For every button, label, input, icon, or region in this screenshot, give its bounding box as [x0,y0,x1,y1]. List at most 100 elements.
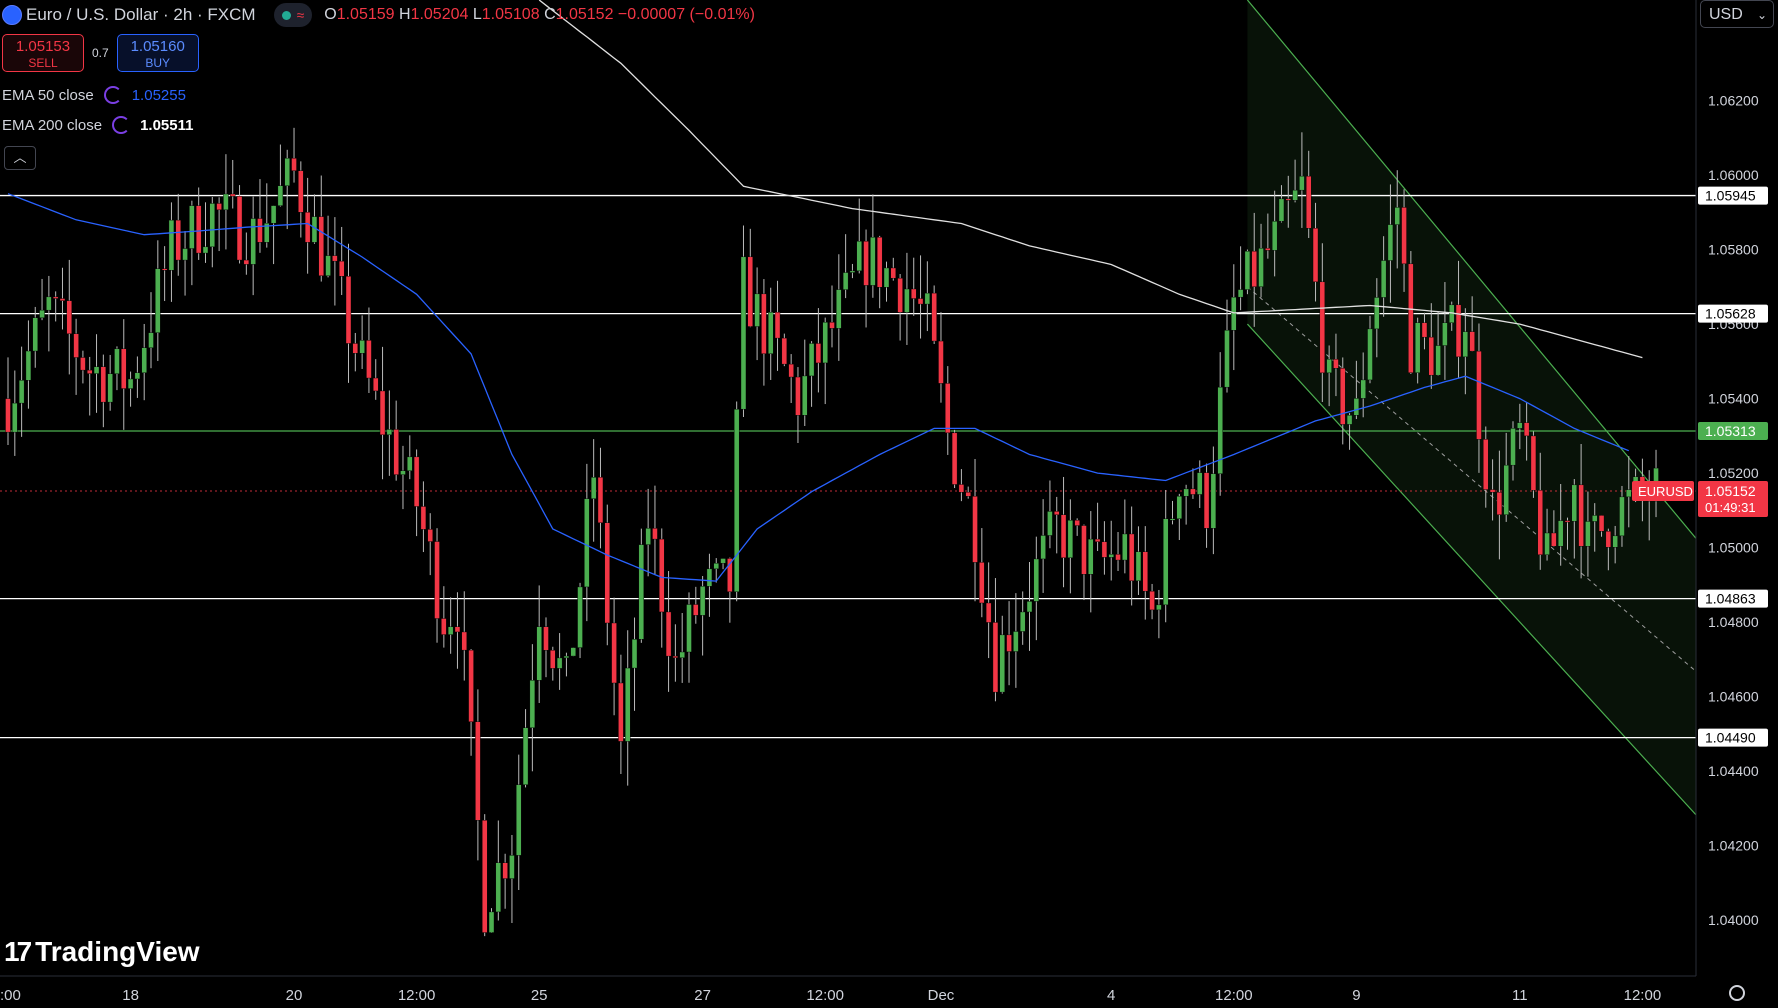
candle [291,127,297,183]
candle-body [325,255,331,276]
candle-body [257,218,263,243]
candle [924,261,931,332]
candle [121,319,127,430]
symbol-title[interactable]: Euro / U.S. Dollar · 2h · FXCM [26,5,256,24]
candle-body [781,337,788,365]
level-price-tag [1698,304,1768,323]
candle-body [931,292,937,342]
candle [1088,511,1094,613]
candle [52,291,59,322]
candle [713,558,719,583]
candle [373,359,379,400]
buy-button[interactable]: 1.05160 BUY [116,34,199,72]
candle-body [359,340,365,354]
channel-lower-line [1246,323,1705,824]
candle-body [1101,541,1108,558]
candle [1108,520,1114,581]
candle-body [768,312,774,354]
time-tick-label: 12:00 [398,987,436,1004]
candle-body [618,682,624,742]
candle [842,234,849,299]
candle-body [1060,514,1067,558]
candle-body [1019,611,1026,632]
price-tick-label: 1.06000 [1708,167,1759,183]
candle [1435,311,1441,376]
tradingview-mark-icon: 17 [4,936,32,967]
tradingview-logo[interactable]: 17 TradingView [4,936,200,967]
candle [1019,591,1026,645]
currency-selector[interactable]: USD ⌄ [1700,0,1774,28]
candle-body [1088,538,1094,575]
candle-body [12,402,18,433]
candle [563,652,570,677]
candle [250,196,256,296]
candle-body [815,343,822,364]
candle-body [951,432,958,485]
candle-body [270,205,277,224]
candle [223,154,229,250]
candle-body [665,611,672,657]
candle [754,267,760,361]
candle [352,332,359,372]
candle-body [1176,496,1183,519]
candle [686,592,692,683]
market-status-pill[interactable]: ≈ [273,3,313,27]
candle-body [114,348,120,374]
candle-body [842,272,849,290]
candle [1503,432,1509,522]
candle-body [161,268,168,271]
candle [1380,236,1387,317]
candle [699,575,706,656]
ema50-legend[interactable]: EMA 50 close 1.05255 [2,86,186,104]
candle [1489,459,1496,521]
candle-body [863,241,869,286]
candle-body [1578,484,1584,547]
candle-body [1374,297,1380,330]
candle-body [563,655,570,659]
candle-body [1510,428,1516,466]
candle [1428,303,1434,389]
candle [972,458,978,602]
candle-body [761,293,767,354]
candle [625,630,631,786]
candle-body [168,219,175,271]
settings-gear-icon[interactable] [1729,985,1745,1001]
candle-body [243,259,250,265]
candle [965,486,971,499]
loading-icon [112,116,131,134]
candle [1197,460,1203,509]
candle-body [1013,631,1019,652]
candle-body [570,647,576,657]
candle [1346,413,1353,450]
candle-body [1217,386,1223,474]
candle [781,333,788,367]
candle [304,177,311,274]
candle-body [774,312,781,339]
candle-body [529,680,536,728]
level-price-label: 1.04863 [1705,591,1756,607]
candle [257,179,263,253]
candle-body [1530,435,1537,491]
collapse-legend-button[interactable]: ︿ [4,146,36,170]
candle [849,263,856,279]
candle [32,306,38,368]
candle-body [1340,368,1346,425]
candle-body [100,366,107,403]
sell-button[interactable]: 1.05153 SELL [2,34,84,72]
candle [1299,132,1305,228]
candle [332,217,338,306]
level-price-label: 1.04490 [1705,730,1756,746]
ema200-legend[interactable]: EMA 200 close 1.05511 [2,116,194,134]
candle-body [1312,228,1319,283]
candle-body [1306,175,1312,229]
price-tick-label: 1.04200 [1708,838,1759,854]
candle-body [407,456,413,471]
candle [182,231,188,296]
candle-body [904,288,910,313]
candle [802,339,808,427]
candle-body [679,651,685,658]
data-delay-icon: ≈ [296,7,305,23]
candle-body [1040,535,1046,560]
candle [338,226,345,296]
